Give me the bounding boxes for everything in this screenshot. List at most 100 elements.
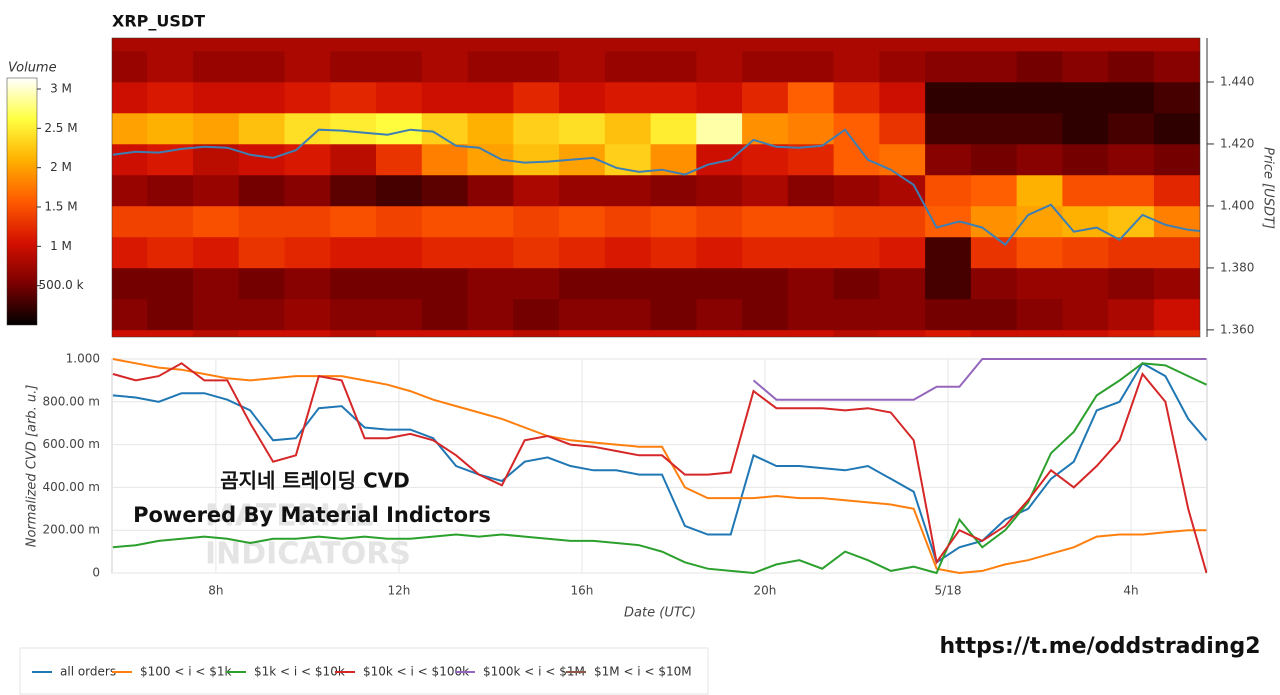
heatmap-cell: [1016, 38, 1063, 52]
heatmap-cell: [1108, 112, 1155, 145]
heatmap-cell: [696, 236, 743, 269]
heatmap-cell: [147, 267, 194, 300]
heatmap-cell: [650, 112, 697, 145]
y-tick-label: 1.360: [1220, 322, 1254, 336]
heatmap-cell: [742, 51, 789, 83]
heatmap-cell: [330, 38, 377, 52]
heatmap-cell: [238, 143, 286, 176]
heatmap-cell: [513, 51, 560, 83]
heatmap-cell: [650, 329, 697, 337]
heatmap-cell: [1153, 236, 1200, 269]
heatmap-cell: [1153, 298, 1200, 331]
x-tick-label: 20h: [754, 584, 777, 598]
heatmap-cell: [925, 329, 972, 337]
heatmap-cell: [1016, 51, 1063, 83]
heatmap-cell: [696, 38, 743, 52]
heatmap-cell: [147, 38, 194, 52]
heatmap-cell: [1153, 205, 1200, 238]
series-line: [112, 362, 1207, 575]
heatmap-cell: [376, 236, 423, 269]
watermark: INDICATORS: [205, 537, 411, 572]
x-tick-label: 12h: [387, 584, 410, 598]
heatmap-cell: [192, 38, 240, 52]
heatmap-cell: [376, 143, 423, 176]
heatmap-cell: [1062, 143, 1109, 176]
heatmap-cell: [421, 298, 469, 331]
heatmap-cell: [559, 174, 606, 207]
heatmap-cell: [970, 51, 1018, 83]
heatmap-cell: [467, 174, 514, 207]
y-tick-label: 600.00 m: [43, 437, 101, 451]
heatmap-cell: [833, 267, 880, 300]
heatmap-cell: [1062, 174, 1109, 207]
y-tick-label: 1.420: [1220, 136, 1254, 150]
link[interactable]: https://t.me/oddstrading2: [939, 634, 1260, 659]
heatmap-cell: [970, 298, 1018, 331]
x-axis-label: Date (UTC): [624, 606, 696, 621]
heatmap-cell: [787, 298, 835, 331]
heatmap-cell: [696, 174, 743, 207]
heatmap-cell: [696, 112, 743, 145]
x-tick-label: 5/18: [935, 584, 962, 598]
heatmap-cell: [559, 81, 606, 114]
heatmap-cell: [833, 236, 880, 269]
heatmap-cell: [330, 236, 377, 269]
heatmap-cell: [1153, 329, 1200, 337]
heatmap-cell: [192, 236, 240, 269]
heatmap-cell: [879, 267, 926, 300]
heatmap-cell: [925, 205, 972, 238]
heatmap-cell: [604, 51, 652, 83]
heatmap-cell: [559, 112, 606, 145]
heatmap-cell: [879, 81, 926, 114]
heatmap-cell: [147, 112, 194, 145]
heatmap-cell: [513, 38, 560, 52]
y-tick-label: 400.00 m: [43, 480, 101, 494]
heatmap-cell: [879, 298, 926, 331]
heatmap-cell: [696, 205, 743, 238]
heatmap-cell: [1108, 143, 1155, 176]
heatmap-cell: [467, 38, 514, 52]
heatmap-cell: [330, 112, 377, 145]
heatmap-cell: [421, 236, 469, 269]
x-tick-label: 16h: [571, 584, 594, 598]
heatmap-cell: [833, 112, 880, 145]
heatmap-cell: [787, 174, 835, 207]
heatmap-cell: [112, 51, 148, 83]
heatmap-cell: [513, 205, 560, 238]
heatmap-cell: [604, 205, 652, 238]
heatmap-cell: [1062, 38, 1109, 52]
heatmap-cell: [787, 329, 835, 337]
heatmap-cell: [925, 267, 972, 300]
heatmap-cell: [604, 267, 652, 300]
heatmap-cell: [330, 143, 377, 176]
heatmap-cell: [112, 38, 148, 52]
heatmap-cell: [604, 236, 652, 269]
heatmap-cell: [1153, 267, 1200, 300]
heatmap-cell: [376, 329, 423, 337]
y-tick-label: 800.00 m: [43, 394, 101, 408]
heatmap-cell: [421, 329, 469, 337]
heatmap-cell: [604, 81, 652, 114]
heatmap-cell: [604, 174, 652, 207]
heatmap-cell: [787, 205, 835, 238]
heatmap-cell: [513, 236, 560, 269]
price-axis-label: Price [USDT]: [1261, 147, 1276, 229]
heatmap-cell: [467, 298, 514, 331]
heatmap-cell: [742, 112, 789, 145]
heatmap-cell: [833, 143, 880, 176]
y-tick-label: 1.380: [1220, 260, 1254, 274]
heatmap-cell: [147, 51, 194, 83]
heatmap-cell: [742, 38, 789, 52]
heatmap-cell: [421, 38, 469, 52]
heatmap-cell: [513, 267, 560, 300]
heatmap-cell: [112, 298, 148, 331]
y-tick-label: 1.000: [66, 352, 100, 366]
heatmap-cell: [284, 38, 331, 52]
heatmap-cell: [1016, 143, 1063, 176]
heatmap-cell: [833, 38, 880, 52]
y-axis-label: Normalized CVD [arb. u.]: [25, 385, 40, 548]
heatmap-cell: [376, 267, 423, 300]
heatmap-cell: [1062, 51, 1109, 83]
heatmap-cell: [650, 38, 697, 52]
heatmap-cell: [970, 236, 1018, 269]
